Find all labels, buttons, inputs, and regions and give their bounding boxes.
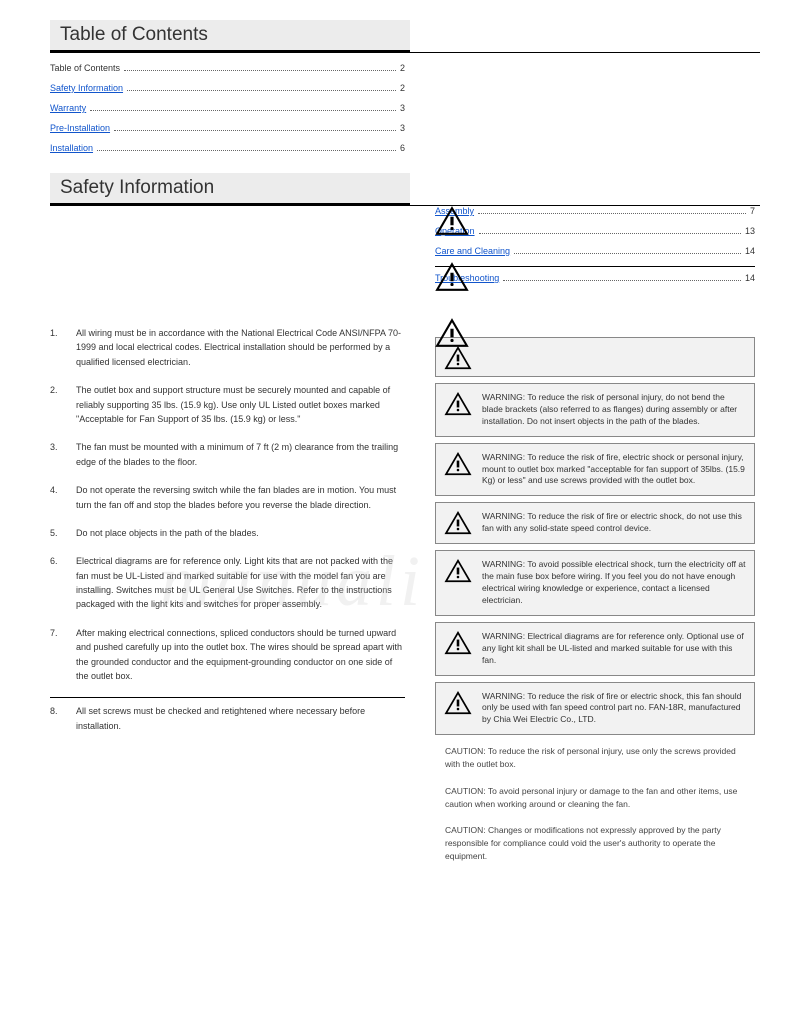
warning-box: WARNING: To reduce the risk of fire or e…: [435, 682, 755, 736]
note-item: All wiring must be in accordance with th…: [50, 326, 405, 369]
warning-box: WARNING: To reduce the risk of fire or e…: [435, 502, 755, 544]
warning-text: WARNING: To avoid possible electrical sh…: [482, 559, 746, 607]
caution-text: CAUTION: To avoid personal injury or dam…: [445, 785, 755, 811]
toc-row: Assembly 7: [435, 206, 755, 216]
toc-link-warranty[interactable]: Warranty: [50, 103, 86, 113]
toc-row: Table of Contents 2: [50, 63, 405, 73]
toc-row: Installation 6: [50, 143, 405, 153]
toc-page: 2: [400, 83, 405, 93]
toc-dots: [124, 70, 396, 71]
toc-link-safety[interactable]: Safety Information: [50, 83, 123, 93]
warning-text: WARNING: To reduce the risk of fire, ele…: [482, 452, 746, 488]
toc-page: 6: [400, 143, 405, 153]
note-item: Electrical diagrams are for reference on…: [50, 554, 405, 612]
warning-icons-stack: [435, 206, 469, 374]
toc-dots: [479, 233, 741, 234]
toc-row: Pre-Installation 3: [50, 123, 405, 133]
toc-page: 13: [745, 226, 755, 236]
warning-box-empty: [435, 337, 755, 377]
toc-dots: [90, 110, 396, 111]
caution-text: CAUTION: To reduce the risk of personal …: [445, 745, 755, 771]
warning-triangle-icon: [444, 559, 472, 583]
toc-heading: Table of Contents: [50, 20, 410, 52]
toc-row: Operation 13: [435, 226, 755, 236]
toc-row: Warranty 3: [50, 103, 405, 113]
warning-box: WARNING: To avoid possible electrical sh…: [435, 550, 755, 616]
safety-heading: Safety Information: [50, 173, 410, 205]
warning-triangle-icon: [444, 631, 472, 655]
toc-label[interactable]: Table of Contents: [50, 63, 120, 73]
note-item: The fan must be mounted with a minimum o…: [50, 440, 405, 469]
toc-row: Safety Information 2: [50, 83, 405, 93]
warning-text: WARNING: To reduce the risk of fire or e…: [482, 511, 746, 535]
warning-text: WARNING: To reduce the risk of fire or e…: [482, 691, 746, 727]
warning-triangle-icon: [435, 262, 469, 292]
note-item: The outlet box and support structure mus…: [50, 383, 405, 426]
warning-triangle-icon: [444, 511, 472, 535]
warning-box: WARNING: To reduce the risk of personal …: [435, 383, 755, 437]
toc-link-preinstall[interactable]: Pre-Installation: [50, 123, 110, 133]
note-item: After making electrical connections, spl…: [50, 626, 405, 684]
toc-dots: [478, 213, 746, 214]
toc-page: 14: [745, 273, 755, 283]
warning-triangle-icon: [444, 452, 472, 476]
divider: [50, 52, 760, 53]
toc-right-column: Assembly 7 Operation 13 Care and Cleanin…: [435, 206, 755, 283]
numbered-notes-list: All set screws must be checked and retig…: [50, 704, 405, 733]
toc-dots: [514, 253, 741, 254]
note-item: All set screws must be checked and retig…: [50, 704, 405, 733]
divider: [50, 697, 405, 698]
toc-row: Care and Cleaning 14: [435, 246, 755, 256]
toc-page: 3: [400, 103, 405, 113]
right-column: Assembly 7 Operation 13 Care and Cleanin…: [435, 206, 755, 877]
caution-text: CAUTION: Changes or modifications not ex…: [445, 824, 755, 862]
note-item: Do not place objects in the path of the …: [50, 526, 405, 540]
toc-dots: [114, 130, 396, 131]
warning-triangle-icon: [435, 206, 469, 236]
toc-row: Troubleshooting 14: [435, 266, 755, 283]
warning-box: WARNING: Electrical diagrams are for ref…: [435, 622, 755, 676]
note-item: Do not operate the reversing switch whil…: [50, 483, 405, 512]
warning-triangle-icon: [444, 392, 472, 416]
toc-link-install[interactable]: Installation: [50, 143, 93, 153]
toc-page: 14: [745, 246, 755, 256]
warning-triangle-icon: [444, 691, 472, 715]
toc-dots: [503, 280, 741, 281]
warning-text: WARNING: Electrical diagrams are for ref…: [482, 631, 746, 667]
toc-page: 7: [750, 206, 755, 216]
notes-column: All wiring must be in accordance with th…: [50, 206, 405, 877]
warning-box: WARNING: To reduce the risk of fire, ele…: [435, 443, 755, 497]
toc-page: 2: [400, 63, 405, 73]
warning-text: WARNING: To reduce the risk of personal …: [482, 392, 746, 428]
toc-dots: [97, 150, 396, 151]
toc-page: 3: [400, 123, 405, 133]
warning-triangle-icon: [435, 318, 469, 348]
toc-left-column: Table of Contents 2 Safety Information 2…: [50, 63, 760, 153]
numbered-notes-list: All wiring must be in accordance with th…: [50, 326, 405, 683]
toc-dots: [127, 90, 396, 91]
